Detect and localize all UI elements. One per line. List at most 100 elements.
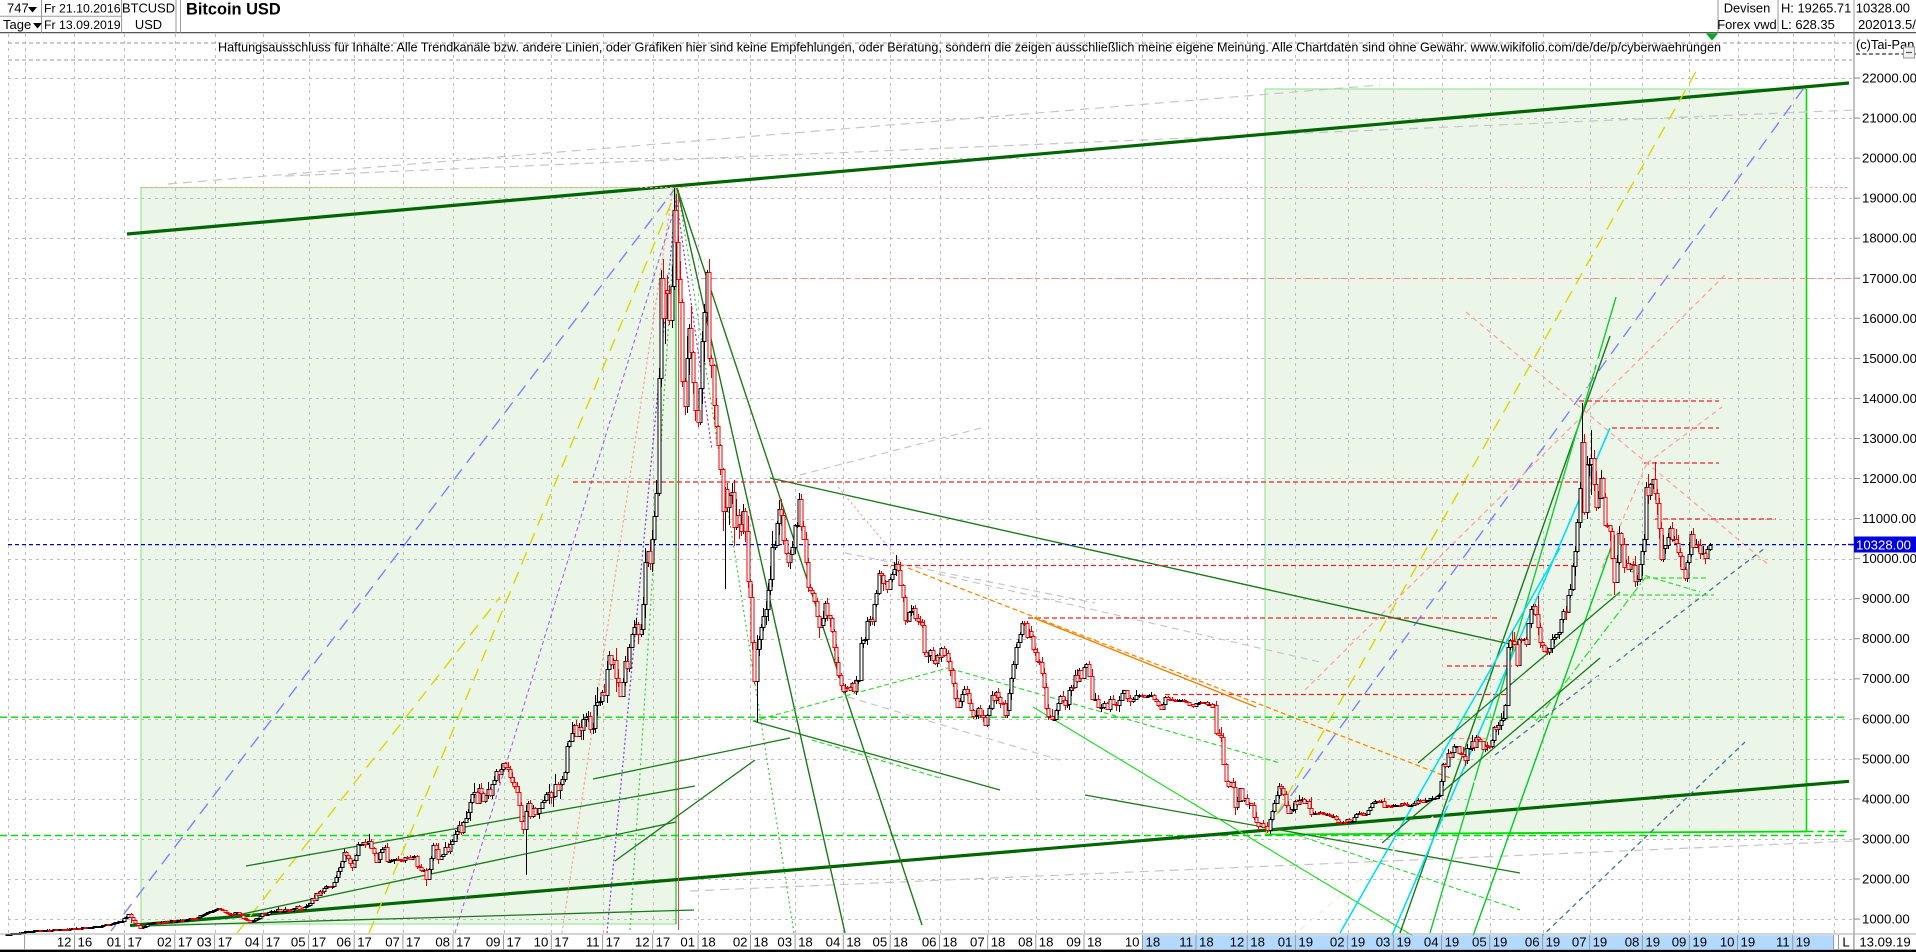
svg-text:17: 17 xyxy=(656,935,671,950)
svg-text:10328.00: 10328.00 xyxy=(1856,538,1911,553)
svg-text:09: 09 xyxy=(1672,935,1687,950)
svg-text:17: 17 xyxy=(406,935,421,950)
svg-text:Fr 13.09.2019: Fr 13.09.2019 xyxy=(44,18,121,32)
svg-text:19: 19 xyxy=(1692,935,1707,950)
svg-text:04: 04 xyxy=(826,935,841,950)
svg-text:07: 07 xyxy=(385,935,400,950)
svg-text:04: 04 xyxy=(245,935,260,950)
svg-text:01: 01 xyxy=(107,935,122,950)
svg-text:10000.00: 10000.00 xyxy=(1862,551,1916,566)
svg-text:10: 10 xyxy=(1125,935,1140,950)
svg-text:17: 17 xyxy=(178,935,193,950)
svg-text:17: 17 xyxy=(554,935,569,950)
svg-text:02: 02 xyxy=(157,935,172,950)
svg-text:06: 06 xyxy=(922,935,937,950)
svg-text:17: 17 xyxy=(507,935,522,950)
svg-text:Devisen: Devisen xyxy=(1724,1,1771,16)
svg-text:17: 17 xyxy=(127,935,142,950)
svg-text:H: 19265.71: H: 19265.71 xyxy=(1781,1,1851,16)
svg-text:19: 19 xyxy=(1493,935,1508,950)
svg-text:747: 747 xyxy=(7,1,29,16)
svg-text:08: 08 xyxy=(1018,935,1033,950)
svg-text:Fr 21.10.2016: Fr 21.10.2016 xyxy=(44,2,121,16)
svg-text:12000.00: 12000.00 xyxy=(1862,471,1916,486)
svg-text:05: 05 xyxy=(1472,935,1487,950)
svg-text:07: 07 xyxy=(1572,935,1587,950)
svg-text:16000.00: 16000.00 xyxy=(1862,311,1916,326)
svg-text:14000.00: 14000.00 xyxy=(1862,391,1916,406)
svg-text:3000.00: 3000.00 xyxy=(1862,832,1910,847)
svg-text:01: 01 xyxy=(680,935,695,950)
svg-text:Bitcoin USD: Bitcoin USD xyxy=(186,1,281,19)
svg-text:06: 06 xyxy=(337,935,352,950)
svg-text:10328.00: 10328.00 xyxy=(1856,1,1910,16)
svg-text:16: 16 xyxy=(78,935,93,950)
svg-text:2000.00: 2000.00 xyxy=(1862,872,1910,887)
svg-text:17: 17 xyxy=(218,935,233,950)
svg-text:19: 19 xyxy=(1593,935,1608,950)
svg-text:12: 12 xyxy=(635,935,650,950)
svg-text:18: 18 xyxy=(1250,935,1265,950)
svg-text:BTCUSD: BTCUSD xyxy=(122,1,175,16)
svg-text:17: 17 xyxy=(456,935,471,950)
svg-text:22000.00: 22000.00 xyxy=(1862,71,1916,86)
svg-text:01: 01 xyxy=(1278,935,1293,950)
svg-text:18: 18 xyxy=(1199,935,1214,950)
svg-text:19: 19 xyxy=(1445,935,1460,950)
svg-text:19: 19 xyxy=(1298,935,1313,950)
svg-text:17: 17 xyxy=(266,935,281,950)
svg-text:20000.00: 20000.00 xyxy=(1862,151,1916,166)
svg-text:18: 18 xyxy=(798,935,813,950)
svg-text:02: 02 xyxy=(1330,935,1345,950)
svg-text:11000.00: 11000.00 xyxy=(1862,511,1916,526)
svg-text:18: 18 xyxy=(1087,935,1102,950)
svg-text:19000.00: 19000.00 xyxy=(1862,191,1916,206)
svg-text:09: 09 xyxy=(486,935,501,950)
svg-text:7000.00: 7000.00 xyxy=(1862,671,1910,686)
svg-text:13.09.19: 13.09.19 xyxy=(1859,935,1910,950)
svg-text:06: 06 xyxy=(1525,935,1540,950)
svg-text:18: 18 xyxy=(893,935,908,950)
svg-text:17: 17 xyxy=(357,935,372,950)
svg-text:18: 18 xyxy=(991,935,1006,950)
svg-text:18: 18 xyxy=(1146,935,1161,950)
svg-text:05: 05 xyxy=(291,935,306,950)
svg-text:17: 17 xyxy=(312,935,327,950)
svg-text:17000.00: 17000.00 xyxy=(1862,271,1916,286)
svg-text:04: 04 xyxy=(1424,935,1439,950)
svg-text:11: 11 xyxy=(586,935,600,950)
svg-text:Haftungsausschluss für Inhalte: Haftungsausschluss für Inhalte: Alle Tre… xyxy=(218,41,1721,55)
svg-text:202013.5/: 202013.5/ xyxy=(1858,17,1916,32)
svg-text:USD: USD xyxy=(135,17,162,32)
svg-text:09: 09 xyxy=(1066,935,1081,950)
svg-text:07: 07 xyxy=(970,935,985,950)
svg-text:19: 19 xyxy=(1546,935,1561,950)
svg-text:02: 02 xyxy=(733,935,748,950)
svg-text:13000.00: 13000.00 xyxy=(1862,431,1916,446)
svg-text:18000.00: 18000.00 xyxy=(1862,231,1916,246)
svg-text:19: 19 xyxy=(1741,935,1756,950)
svg-text:19: 19 xyxy=(1645,935,1660,950)
svg-text:03: 03 xyxy=(777,935,792,950)
svg-text:18: 18 xyxy=(754,935,769,950)
svg-text:10: 10 xyxy=(534,935,549,950)
svg-text:Forex vwd: Forex vwd xyxy=(1717,17,1776,32)
svg-text:L: L xyxy=(1842,935,1849,950)
svg-text:12: 12 xyxy=(1230,935,1245,950)
svg-text:1000.00: 1000.00 xyxy=(1862,912,1910,927)
svg-text:6000.00: 6000.00 xyxy=(1862,711,1910,726)
svg-text:18: 18 xyxy=(846,935,861,950)
svg-text:Tage: Tage xyxy=(3,17,31,32)
svg-text:L: 628.35: L: 628.35 xyxy=(1781,17,1835,32)
svg-text:18: 18 xyxy=(701,935,716,950)
svg-text:17: 17 xyxy=(606,935,621,950)
svg-text:8000.00: 8000.00 xyxy=(1862,631,1910,646)
svg-text:10: 10 xyxy=(1720,935,1735,950)
svg-text:9000.00: 9000.00 xyxy=(1862,591,1910,606)
svg-text:(c)Tai-Pan: (c)Tai-Pan xyxy=(1856,37,1914,52)
svg-text:18: 18 xyxy=(1039,935,1054,950)
svg-text:12: 12 xyxy=(57,935,72,950)
svg-text:08: 08 xyxy=(1625,935,1640,950)
svg-text:11: 11 xyxy=(1179,935,1193,950)
svg-text:03: 03 xyxy=(1376,935,1391,950)
